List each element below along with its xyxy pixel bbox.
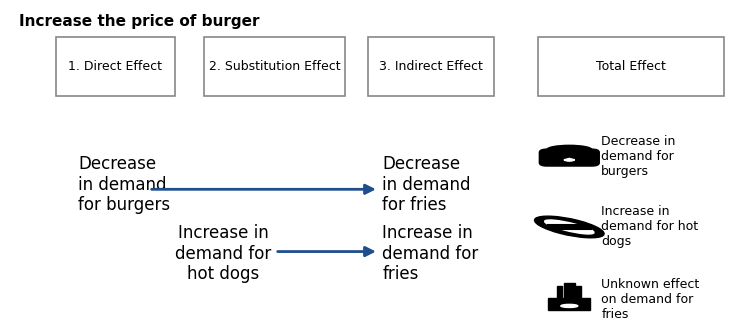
Ellipse shape (535, 216, 604, 238)
Ellipse shape (561, 304, 578, 307)
FancyBboxPatch shape (205, 37, 345, 96)
FancyBboxPatch shape (368, 37, 494, 96)
FancyBboxPatch shape (538, 37, 724, 96)
Text: Decrease
in demand
for fries: Decrease in demand for fries (382, 155, 471, 214)
Text: Increase in
demand for hot
dogs: Increase in demand for hot dogs (602, 206, 698, 249)
FancyBboxPatch shape (576, 286, 581, 298)
Text: 3. Indirect Effect: 3. Indirect Effect (379, 60, 482, 73)
FancyBboxPatch shape (548, 298, 590, 310)
FancyBboxPatch shape (56, 37, 175, 96)
Text: Decrease
in demand
for burgers: Decrease in demand for burgers (78, 155, 170, 214)
Text: Total Effect: Total Effect (596, 60, 666, 73)
Text: Increase in
demand for
hot dogs: Increase in demand for hot dogs (175, 224, 271, 283)
Text: 2. Substitution Effect: 2. Substitution Effect (209, 60, 340, 73)
FancyBboxPatch shape (539, 155, 599, 166)
Text: 1. Direct Effect: 1. Direct Effect (68, 60, 163, 73)
Text: Unknown effect
on demand for
fries: Unknown effect on demand for fries (602, 278, 700, 321)
FancyBboxPatch shape (556, 286, 562, 298)
Text: Increase in
demand for
fries: Increase in demand for fries (382, 224, 478, 283)
FancyBboxPatch shape (539, 149, 599, 159)
Ellipse shape (544, 220, 594, 234)
Text: Increase the price of burger: Increase the price of burger (19, 14, 260, 29)
Ellipse shape (547, 145, 592, 154)
Text: Decrease in
demand for
burgers: Decrease in demand for burgers (602, 135, 676, 178)
FancyBboxPatch shape (563, 283, 568, 298)
Wedge shape (564, 158, 574, 161)
FancyBboxPatch shape (569, 283, 574, 298)
